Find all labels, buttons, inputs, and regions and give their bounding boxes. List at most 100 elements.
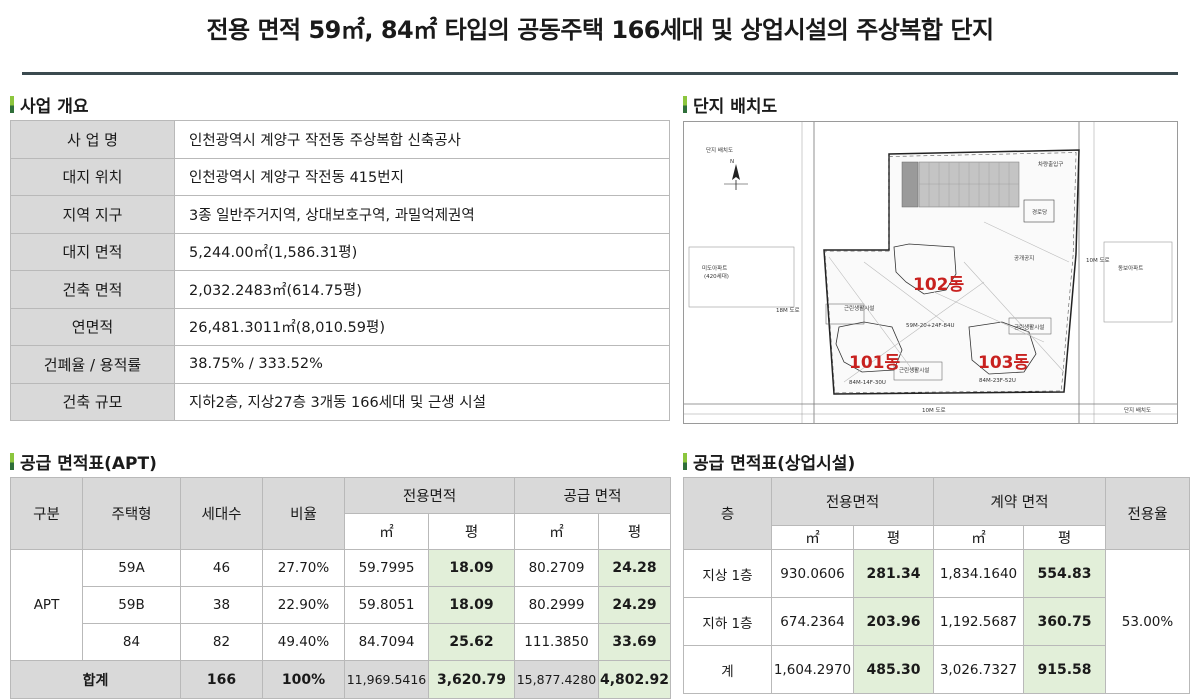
- overview-row: 사 업 명 인천광역시 계양구 작전동 주상복합 신축공사: [10, 120, 670, 159]
- guard-label: 경로당: [1032, 209, 1047, 216]
- com-ex-py: 281.34: [853, 549, 934, 598]
- page-title: 전용 면적 59㎡, 84㎡ 타입의 공동주택 166세대 및 상업시설의 주상…: [206, 16, 994, 44]
- table-row: APT 59A 46 27.70% 59.7995 18.09 80.2709 24.28: [10, 549, 671, 661]
- apt-sup-m2: 80.2999: [514, 586, 599, 624]
- apt-supply-heading: 공급 면적표(APT): [10, 449, 157, 474]
- apt-total-label: 합계: [10, 660, 181, 699]
- road-10m-right-label: 10M 도로: [1086, 257, 1110, 264]
- col-sup-m2: ㎡: [514, 513, 599, 550]
- col-category: 구분: [10, 477, 83, 550]
- col-c-ex-py: 평: [853, 525, 934, 550]
- overview-heading: 사업 개요: [10, 92, 88, 117]
- table-row: 계 1,604.2970 485.30 3,026.7327 915.58: [683, 645, 1190, 694]
- apt-type: 59B: [82, 586, 181, 624]
- overview-label: 건축 규모: [10, 382, 175, 421]
- road-10m-bottom-label: 10M 도로: [922, 407, 946, 414]
- com-ex-m2: 1,604.2970: [771, 645, 854, 694]
- shop-c-label: 근린생활시설: [1014, 323, 1044, 331]
- overview-label: 연면적: [10, 307, 175, 346]
- overview-table: 사 업 명 인천광역시 계양구 작전동 주상복합 신축공사 대지 위치 인천광역시 계…: [10, 120, 670, 421]
- plan-inner-caption: 단지 배치도: [706, 146, 733, 154]
- overview-value: 2,032.2483㎡(614.75평): [174, 270, 670, 309]
- overview-row: 건축 면적 2,032.2483㎡(614.75평): [10, 270, 670, 309]
- com-ex-py: 485.30: [853, 645, 934, 694]
- apt-sup-m2: 111.3850: [514, 623, 599, 661]
- col-c-ct-py: 평: [1023, 525, 1106, 550]
- building-103-label: 103동: [978, 353, 1029, 373]
- apt-sup-py: 24.28: [598, 549, 671, 587]
- left-apt-label: 미도아파트: [702, 264, 727, 272]
- col-ratio: 비율: [262, 477, 345, 550]
- overview-row: 건축 규모 지하2층, 지상27층 3개동 166세대 및 근생 시설: [10, 382, 670, 421]
- overview-value: 인천광역시 계양구 작전동 주상복합 신축공사: [174, 120, 670, 159]
- apt-ex-py: 18.09: [428, 549, 515, 587]
- com-floor: 지하 1층: [683, 597, 772, 646]
- table-row: 59B 38 22.90% 59.8051 18.09 80.2999 24.29: [11, 586, 671, 624]
- bottom-caption-label: 단지 배치도: [1124, 406, 1151, 414]
- apt-group-label: APT: [10, 549, 83, 661]
- overview-value: 26,481.3011㎡(8,010.59평): [174, 307, 670, 346]
- col-sup-py: 평: [598, 513, 671, 550]
- road-18m-label: 18M 도로: [776, 307, 800, 314]
- unit-101-label: 84M-14F-30U: [849, 380, 886, 386]
- com-ex-py: 203.96: [853, 597, 934, 646]
- section-marker-icon: [10, 96, 14, 113]
- overview-row: 건폐율 / 용적률 38.75% / 333.52%: [10, 345, 670, 384]
- col-exclusive: 전용면적: [344, 477, 515, 514]
- apt-type: 84: [82, 623, 181, 661]
- overview-label: 지역 지구: [10, 195, 175, 234]
- com-rate: 53.00%: [1105, 549, 1190, 694]
- right-apt-label: 동보아파트: [1118, 264, 1143, 272]
- overview-value: 3종 일반주거지역, 상대보호구역, 과밀억제권역: [174, 195, 670, 234]
- table-row: 지하 1층 674.2364 203.96 1,192.5687 360.75: [683, 597, 1190, 646]
- com-ex-m2: 674.2364: [771, 597, 854, 646]
- overview-value: 5,244.00㎡(1,586.31평): [174, 232, 670, 271]
- apt-units: 46: [180, 549, 263, 587]
- site-plan-heading: 단지 배치도: [683, 92, 777, 117]
- col-c-exclusive: 전용면적: [771, 477, 934, 526]
- apt-ex-py: 25.62: [428, 623, 515, 661]
- section-marker-icon: [683, 453, 687, 470]
- shop-a-label: 근린생활시설: [844, 304, 874, 312]
- col-supply: 공급 면적: [514, 477, 671, 514]
- apt-ex-py: 18.09: [428, 586, 515, 624]
- parking-entry-label: 차량출입구: [1038, 160, 1063, 168]
- com-ct-m2: 1,834.1640: [933, 549, 1024, 598]
- commercial-supply-heading-text: 공급 면적표(상업시설): [693, 454, 856, 474]
- apt-ratio: 22.90%: [262, 586, 345, 624]
- apt-units: 82: [180, 623, 263, 661]
- com-ct-m2: 1,192.5687: [933, 597, 1024, 646]
- unit-102-label: 59M-20+24F-84U: [906, 323, 955, 329]
- apt-ratio: 49.40%: [262, 623, 345, 661]
- overview-value: 인천광역시 계양구 작전동 415번지: [174, 157, 670, 196]
- table-total-row: 합계 166 100% 11,969.5416 3,620.79 15,877.4280 4…: [10, 660, 671, 699]
- apt-total-ex-py: 3,620.79: [428, 660, 515, 699]
- apt-units: 38: [180, 586, 263, 624]
- com-floor: 지상 1층: [683, 549, 772, 598]
- apt-type: 59A: [82, 549, 181, 587]
- col-floor: 층: [683, 477, 772, 550]
- site-plan-image: N 단지 배치도 미도아파트 (420세대) 동보아파트 18M 도로 10M …: [683, 121, 1178, 424]
- section-marker-icon: [10, 453, 14, 470]
- table-row: 84 82 49.40% 84.7094 25.62 111.3850 33.69: [11, 623, 671, 661]
- apt-sup-py: 33.69: [598, 623, 671, 661]
- overview-label: 대지 위치: [10, 157, 175, 196]
- col-ex-m2: ㎡: [344, 513, 429, 550]
- site-plan-heading-text: 단지 배치도: [693, 97, 778, 117]
- overview-value: 38.75% / 333.52%: [174, 345, 670, 384]
- apt-supply-heading-text: 공급 면적표(APT): [20, 454, 157, 474]
- col-type: 주택형: [82, 477, 181, 550]
- apt-total-ex-m2: 11,969.5416: [344, 660, 429, 699]
- col-ex-py: 평: [428, 513, 515, 550]
- overview-row: 대지 면적 5,244.00㎡(1,586.31평): [10, 232, 670, 271]
- com-ct-py: 915.58: [1023, 645, 1106, 694]
- apt-ex-m2: 84.7094: [344, 623, 429, 661]
- apt-ex-m2: 59.7995: [344, 549, 429, 587]
- unit-103-label: 84M-23F-52U: [979, 378, 1016, 384]
- col-c-ex-m2: ㎡: [771, 525, 854, 550]
- col-units: 세대수: [180, 477, 263, 550]
- north-arrow-icon: [724, 164, 748, 190]
- section-marker-icon: [683, 96, 687, 113]
- apt-ratio: 27.70%: [262, 549, 345, 587]
- commercial-supply-heading: 공급 면적표(상업시설): [683, 449, 855, 474]
